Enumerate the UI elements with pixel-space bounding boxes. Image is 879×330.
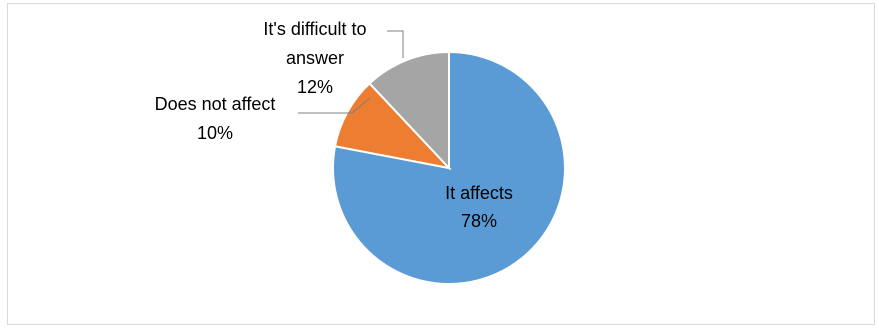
data-labels: It affects 78% Does not affect 10% It's … (155, 19, 513, 231)
data-label-does-not-affect-percent: 10% (197, 123, 233, 143)
leader-line-difficult (387, 30, 404, 58)
pie-slice-it-s-difficult-to-answer (368, 50, 450, 171)
data-label-it-affects-percent: 78% (461, 211, 497, 231)
pie-slice-does-not-affect (333, 82, 452, 170)
leader-line-does-not-affect (298, 97, 371, 114)
data-label-it-affects: It affects (445, 183, 513, 203)
data-label-difficult-line2: answer (286, 48, 344, 68)
data-label-difficult-line1: It's difficult to (263, 19, 366, 39)
leader-lines (298, 30, 404, 114)
pie-slices (332, 50, 566, 285)
data-label-difficult-percent: 12% (297, 77, 333, 97)
data-label-does-not-affect: Does not affect (155, 94, 276, 114)
data-label-it-affects-name: It affects (445, 183, 513, 203)
